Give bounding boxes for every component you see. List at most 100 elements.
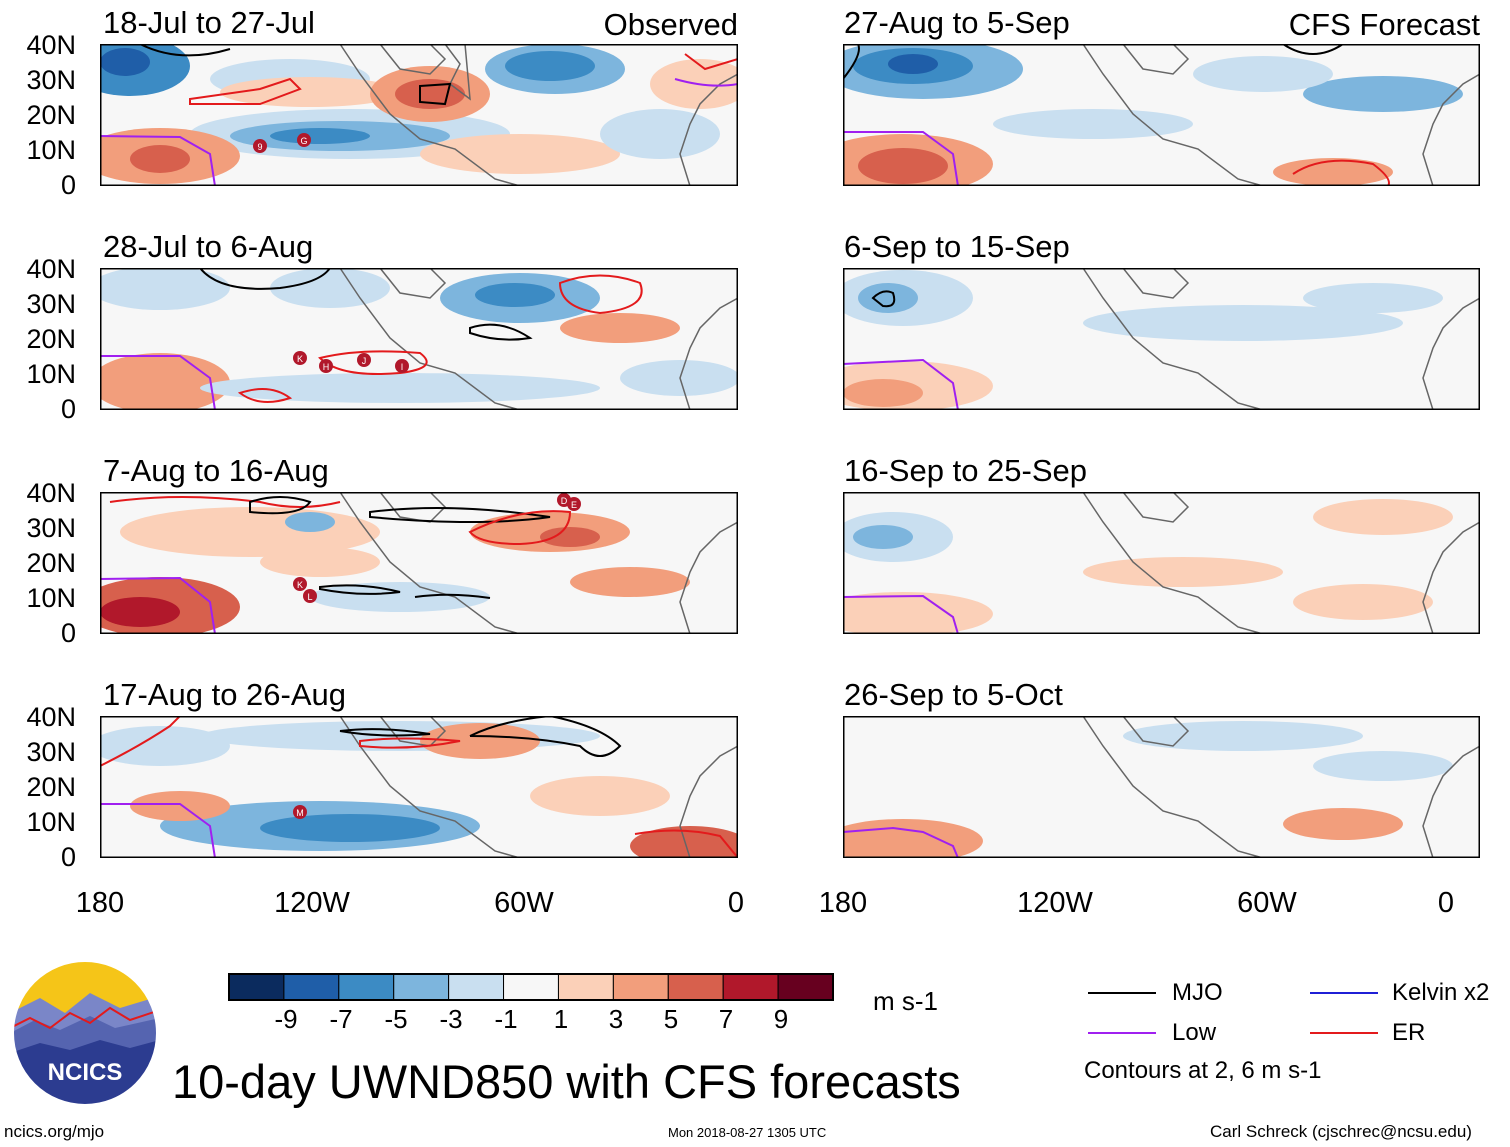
panel-1-title: 18-Jul to 27-Jul: [103, 5, 315, 40]
lat-label: 10N: [26, 583, 76, 613]
main-title: 10-day UWND850 with CFS forecasts: [172, 1055, 961, 1108]
storm-label: J: [362, 356, 367, 366]
footer-author: Carl Schreck (cjschrec@ncsu.edu): [1210, 1122, 1472, 1141]
storm-label: E: [571, 500, 577, 510]
lon-label: 120W: [1017, 887, 1093, 919]
lon-label: 60W: [494, 887, 554, 919]
legend-line-er: [1310, 1032, 1378, 1034]
storm-marker: M: [293, 805, 307, 819]
lon-label: 120W: [274, 887, 350, 919]
lat-label: 20N: [26, 324, 76, 354]
lat-label: 10N: [26, 135, 76, 165]
storm-label: M: [296, 808, 304, 818]
map-panel-7: [843, 492, 1480, 634]
storm-label: L: [307, 592, 312, 602]
storm-marker: I: [395, 359, 409, 373]
legend-label-mjo: MJO: [1172, 979, 1223, 1006]
colorbar-label: -3: [439, 1004, 463, 1034]
legend-label-er: ER: [1392, 1019, 1426, 1046]
lat-label: 40N: [26, 254, 76, 284]
lat-label: 30N: [26, 513, 76, 543]
colorbar-label: -7: [329, 1004, 353, 1034]
panel-6-title: 6-Sep to 15-Sep: [844, 229, 1070, 264]
storm-label: K: [297, 580, 303, 590]
colorbar-label: 3: [608, 1004, 624, 1034]
legend-label-low: Low: [1172, 1019, 1217, 1046]
colorbar-label: 5: [663, 1004, 679, 1034]
colorbar-swatch: [228, 973, 285, 1001]
colorbar-swatch: [503, 973, 559, 1001]
legend-note: Contours at 2, 6 m s-1: [1084, 1057, 1322, 1084]
storm-marker: E: [567, 497, 581, 511]
colorbar-label: -9: [274, 1004, 298, 1034]
lon-label: 0: [1437, 887, 1455, 919]
lon-label: 60W: [1237, 887, 1297, 919]
storm-label: H: [323, 362, 330, 372]
legend-line-low: [1088, 1032, 1156, 1034]
colorbar-swatch: [667, 973, 724, 1001]
lat-label: 0: [60, 394, 76, 424]
storm-label: I: [401, 362, 404, 372]
panel-5-title: 27-Aug to 5-Sep: [844, 5, 1070, 40]
colorbar-label: -5: [384, 1004, 408, 1034]
lat-label: 0: [60, 842, 76, 872]
colorbar-swatch: [722, 973, 779, 1001]
logo-text: NCICS: [48, 1059, 123, 1086]
lat-label: 20N: [26, 548, 76, 578]
panel-1-tag: Observed: [603, 7, 738, 42]
map-panel-5: [843, 44, 1480, 186]
lon-label: 180: [75, 887, 125, 919]
storm-marker: H: [319, 359, 333, 373]
panel-8-title: 26-Sep to 5-Oct: [844, 677, 1063, 712]
lat-label: 10N: [26, 807, 76, 837]
lon-label: 0: [727, 887, 745, 919]
lat-label: 30N: [26, 65, 76, 95]
panel-2-title: 28-Jul to 6-Aug: [103, 229, 314, 264]
lat-label: 0: [60, 170, 76, 200]
colorbar: [228, 973, 834, 1001]
colorbar-label: 7: [718, 1004, 734, 1034]
colorbar-label: 9: [773, 1004, 789, 1034]
lat-label: 40N: [26, 30, 76, 60]
footer-url[interactable]: ncics.org/mjo: [4, 1122, 105, 1141]
colorbar-swatch: [777, 973, 834, 1001]
storm-marker: G: [297, 133, 311, 147]
footer-timestamp: Mon 2018-08-27 1305 UTC: [668, 1125, 827, 1140]
lat-label: 0: [60, 618, 76, 648]
storm-marker: J: [357, 353, 371, 367]
legend-line-kelvin: [1310, 992, 1378, 994]
lat-label: 20N: [26, 100, 76, 130]
map-panel-1: 9 G: [100, 44, 738, 186]
lat-label: 30N: [26, 737, 76, 767]
lat-label: 40N: [26, 702, 76, 732]
storm-label: K: [297, 354, 303, 364]
map-panel-4: M: [100, 716, 738, 858]
lat-label: 40N: [26, 478, 76, 508]
lat-label: 10N: [26, 359, 76, 389]
storm-marker: K: [293, 351, 307, 365]
storm-label: D: [561, 496, 568, 506]
panel-7-title: 16-Sep to 25-Sep: [844, 453, 1088, 488]
storm-label: G: [300, 136, 307, 146]
colorbar-units: m s-1: [873, 986, 938, 1016]
lat-label: 20N: [26, 772, 76, 802]
storm-marker: 9: [253, 139, 267, 153]
colorbar-swatch: [283, 973, 340, 1001]
legend-line-mjo: [1088, 992, 1156, 994]
map-panel-3: D E K L: [100, 492, 738, 634]
colorbar-label: 1: [553, 1004, 569, 1034]
map-panel-8: [843, 716, 1480, 858]
colorbar-swatch: [612, 973, 669, 1001]
lat-label: 30N: [26, 289, 76, 319]
colorbar-swatch: [557, 973, 614, 1001]
colorbar-label: -1: [494, 1004, 518, 1034]
map-panel-6: [843, 268, 1480, 410]
panel-5-tag: CFS Forecast: [1288, 7, 1480, 42]
panel-4-title: 17-Aug to 26-Aug: [103, 677, 347, 712]
ncics-logo: NCICS: [12, 960, 158, 1106]
legend-label-kelvin: Kelvin x2: [1392, 979, 1490, 1006]
colorbar-swatch: [338, 973, 395, 1001]
storm-marker: K: [293, 577, 307, 591]
storm-label: 9: [257, 142, 262, 152]
storm-marker: L: [303, 589, 317, 603]
